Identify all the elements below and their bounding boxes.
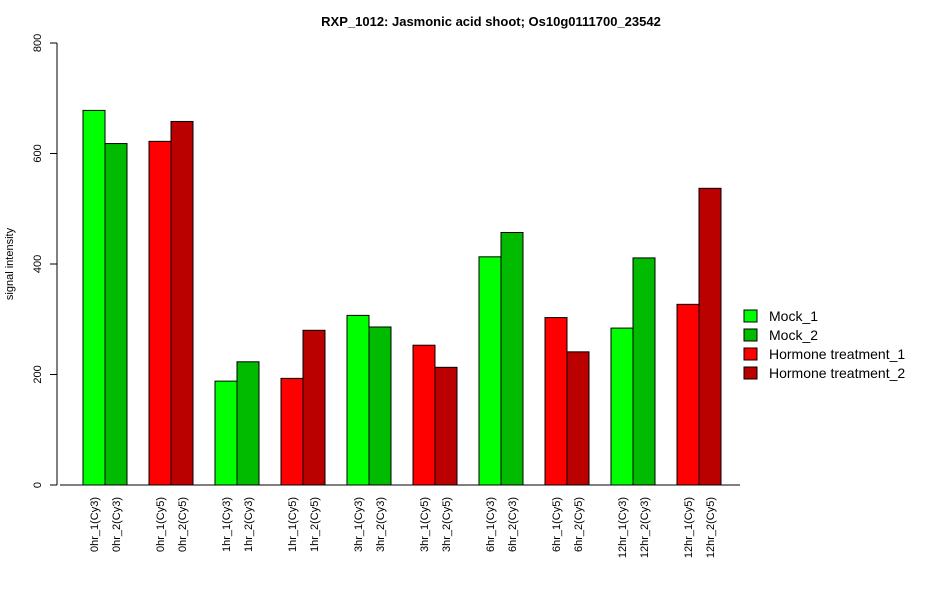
legend-swatch (743, 328, 758, 342)
bar (170, 120, 194, 486)
bar (280, 377, 304, 486)
legend-swatch (743, 347, 758, 361)
x-tick-label: 12hr_2(Cy3) (639, 497, 651, 558)
x-tick-label: 0hr_1(Cy5) (155, 497, 167, 552)
x-tick-label: 1hr_1(Cy5) (287, 497, 299, 552)
bar (412, 344, 436, 486)
y-tick-label: 600 (32, 144, 44, 162)
bar (214, 380, 238, 486)
bars-group (60, 109, 740, 486)
bar (104, 143, 128, 486)
x-tick-label: 12hr_2(Cy5) (705, 497, 717, 558)
x-tick-label: 6hr_1(Cy3) (485, 497, 497, 552)
bar (478, 256, 502, 486)
legend-swatch (743, 309, 758, 323)
x-tick-label: 1hr_2(Cy3) (243, 497, 255, 552)
bar (346, 314, 370, 486)
x-tick-label: 1hr_2(Cy5) (309, 497, 321, 552)
x-tick-label: 6hr_2(Cy3) (507, 497, 519, 552)
x-tick-label: 3hr_1(Cy3) (353, 497, 365, 552)
legend: Mock_1 Mock_2 Hormone treatment_1 Hormone t… (743, 308, 905, 381)
x-tick-label: 3hr_1(Cy5) (419, 497, 431, 552)
x-tick-label: 3hr_2(Cy5) (441, 497, 453, 552)
x-tick-label: 12hr_1(Cy5) (683, 497, 695, 558)
x-tick-label: 6hr_2(Cy5) (573, 497, 585, 552)
bar (434, 366, 458, 486)
bar (236, 361, 260, 486)
y-axis: 0 200 400 600 800 (32, 34, 58, 488)
bar (566, 351, 590, 486)
legend-label: Hormone treatment_1 (769, 346, 905, 362)
x-tick-label: 12hr_1(Cy3) (617, 497, 629, 558)
y-tick-label: 0 (32, 482, 44, 488)
chart-title: RXP_1012: Jasmonic acid shoot; Os10g0111… (321, 14, 661, 29)
legend-label: Mock_2 (769, 327, 818, 343)
bar (698, 187, 722, 486)
legend-label: Mock_1 (769, 308, 818, 324)
x-tick-label: 6hr_1(Cy5) (551, 497, 563, 552)
bar (500, 232, 524, 486)
x-tick-label: 0hr_2(Cy5) (177, 497, 189, 552)
x-tick-label: 0hr_1(Cy3) (89, 497, 101, 552)
legend-label: Hormone treatment_2 (769, 365, 905, 381)
bar (82, 109, 106, 486)
y-axis-label: signal intensity (4, 227, 16, 300)
y-tick-label: 800 (32, 34, 44, 52)
bar (302, 329, 326, 486)
bar (148, 140, 172, 486)
y-tick-label: 200 (32, 365, 44, 383)
x-tick-labels: 0hr_1(Cy3) 0hr_2(Cy3) 0hr_1(Cy5) 0hr_2(Cy5)… (89, 497, 717, 558)
bar (368, 326, 392, 486)
bar (632, 257, 656, 486)
x-tick-label: 1hr_1(Cy3) (221, 497, 233, 552)
bar (544, 317, 568, 486)
legend-swatch (743, 366, 758, 380)
x-tick-label: 0hr_2(Cy3) (111, 497, 123, 552)
x-tick-label: 3hr_2(Cy3) (375, 497, 387, 552)
bar (610, 327, 634, 486)
bar (676, 303, 700, 486)
y-tick-label: 400 (32, 255, 44, 273)
